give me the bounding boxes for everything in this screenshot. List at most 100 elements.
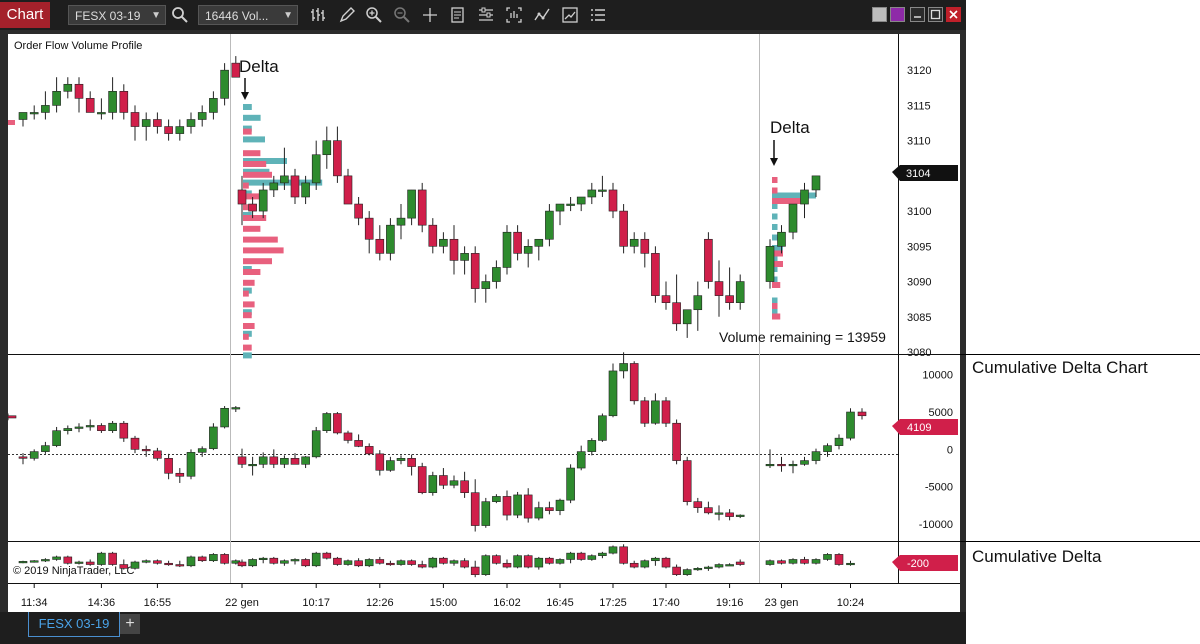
candle-body <box>231 62 241 78</box>
cum-delta-tick-label: 10000 <box>922 370 953 382</box>
candle-body <box>682 569 692 575</box>
template-icon[interactable] <box>505 6 523 24</box>
candle-body <box>175 472 185 477</box>
candle-body <box>800 559 809 564</box>
time-tick-label: 10:17 <box>302 597 330 609</box>
candle-body <box>74 561 84 564</box>
candle-body <box>502 231 512 268</box>
candle-body <box>18 456 28 459</box>
profile-ask-bar <box>772 276 778 283</box>
pencil-icon[interactable] <box>338 6 356 24</box>
copyright-label: © 2019 NinjaTrader, LLC <box>13 565 134 577</box>
candle-body <box>153 119 162 127</box>
delta-arrow <box>770 140 778 166</box>
profile-ask-bar <box>772 203 778 209</box>
candle-body <box>85 98 95 113</box>
candle-body <box>651 557 660 562</box>
instrument-selector[interactable]: FESX 03-19 ▼ <box>68 5 166 25</box>
candle-body <box>130 437 140 450</box>
candle-body <box>523 494 533 519</box>
profile-bid-bar <box>243 269 261 275</box>
candle-body <box>396 560 406 565</box>
candle-body <box>175 564 185 567</box>
candle-body <box>220 407 229 428</box>
drawing-tools-icon[interactable] <box>561 6 579 24</box>
search-icon[interactable] <box>171 6 189 24</box>
candle-body <box>587 555 597 560</box>
candle-body <box>18 112 28 120</box>
candle-body <box>322 552 332 559</box>
instrument-tab[interactable]: FESX 03-19 <box>28 612 120 637</box>
properties-icon[interactable] <box>477 6 495 24</box>
strategy-icon[interactable] <box>533 6 551 24</box>
price-tick-label: 3115 <box>907 100 931 112</box>
candle-body <box>661 557 671 568</box>
profile-bid-bar <box>243 161 267 167</box>
candle-body <box>248 203 257 212</box>
candle-body <box>29 112 39 115</box>
candle-body <box>386 562 395 566</box>
candle-body <box>164 126 173 134</box>
candle-body <box>237 561 247 567</box>
candle-body <box>153 560 162 564</box>
candle-body <box>672 566 681 575</box>
candle-body <box>375 453 385 471</box>
candle-body <box>725 564 734 567</box>
close-icon[interactable] <box>946 7 961 22</box>
candle-body <box>608 189 618 212</box>
zoom-in-icon[interactable] <box>365 6 383 24</box>
candle-body <box>301 559 310 567</box>
candle-body <box>704 238 713 282</box>
add-tab-icon[interactable]: + <box>120 614 140 634</box>
list-icon[interactable] <box>589 6 607 24</box>
candle-body <box>311 430 321 458</box>
svg-text:4109: 4109 <box>907 422 931 434</box>
candle-body <box>354 560 363 567</box>
candle-body <box>290 559 300 562</box>
chart-window-tab[interactable]: Chart <box>0 2 50 28</box>
data-box-icon[interactable] <box>449 6 467 24</box>
candle-body <box>209 554 218 562</box>
candle-body <box>823 554 832 560</box>
time-tick-label: 15:00 <box>430 597 458 609</box>
candle-body <box>417 189 427 226</box>
candle-body <box>197 448 207 453</box>
candle-body <box>735 281 745 303</box>
candle-body <box>725 512 734 517</box>
candle-body <box>153 450 162 459</box>
candle-body <box>301 456 310 465</box>
candle-body <box>672 422 681 461</box>
delta-annotation: Delta <box>239 57 279 76</box>
svg-text:3104: 3104 <box>906 168 930 180</box>
bar-type-icon[interactable] <box>310 6 328 24</box>
candle-body <box>322 140 332 156</box>
maximize-icon[interactable] <box>928 7 943 22</box>
interval-selector[interactable]: 16446 Vol... ▼ <box>198 5 298 25</box>
zoom-out-icon[interactable] <box>393 6 411 24</box>
bottom-tab-bar <box>0 612 966 644</box>
candle-body <box>417 466 427 493</box>
purple-color-button[interactable] <box>890 7 905 22</box>
price-tick-label: 3090 <box>907 277 931 289</box>
crosshair-icon[interactable] <box>421 6 439 24</box>
profile-bid-bar <box>243 150 261 157</box>
profile-bid-bar <box>772 198 803 204</box>
candle-body <box>566 552 575 560</box>
candle-body <box>470 492 480 526</box>
profile-bid-bar <box>243 301 255 308</box>
price-tick-label: 3120 <box>907 65 931 77</box>
candle-body <box>555 203 565 212</box>
candle-body <box>258 189 268 212</box>
candle-body <box>449 480 459 486</box>
candle-body <box>209 426 218 449</box>
candle-body <box>248 559 257 567</box>
candle-body <box>417 564 427 568</box>
candle-body <box>492 267 501 282</box>
candle-body <box>481 281 491 289</box>
cum-delta-tick-label: 0 <box>947 444 953 456</box>
chart-canvas[interactable]: Order Flow Volume Profile Delta Delta Vo… <box>7 34 960 612</box>
gray-color-button[interactable] <box>872 7 887 22</box>
candle-body <box>428 557 438 568</box>
minimize-icon[interactable] <box>910 7 925 22</box>
chart-area[interactable]: Order Flow Volume Profile Delta Delta Vo… <box>7 34 960 612</box>
